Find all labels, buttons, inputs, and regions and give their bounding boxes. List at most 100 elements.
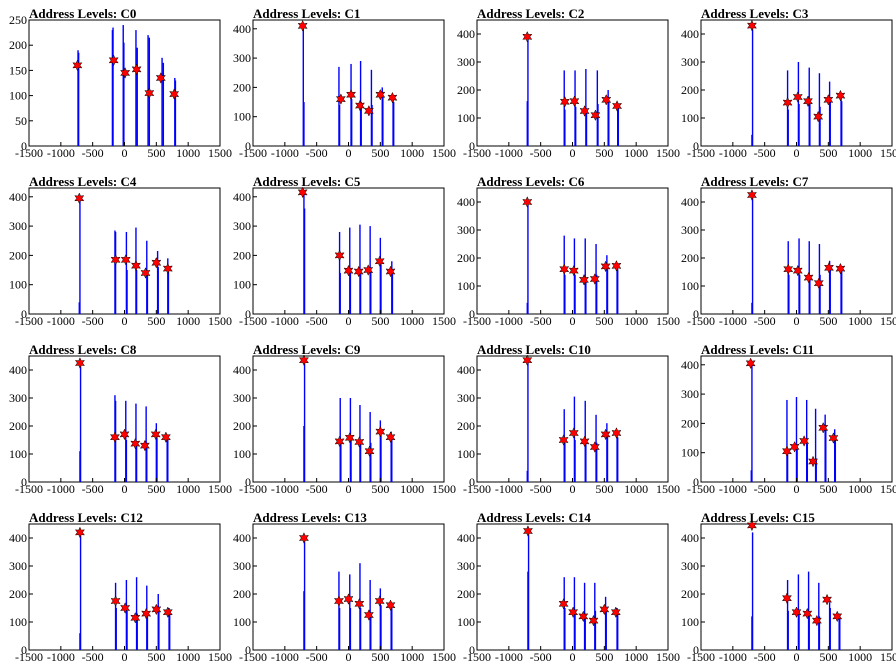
- x-tick-label: 0: [346, 650, 352, 664]
- x-tick-label: -1500: [15, 314, 43, 328]
- chart-title: Address Levels: C9: [253, 342, 361, 357]
- y-tick-label: 0: [469, 475, 475, 489]
- y-tick-label: 100: [457, 279, 475, 293]
- y-tick-label: 0: [245, 643, 251, 657]
- peak-marker: [141, 607, 152, 620]
- x-tick-label: -500: [306, 650, 328, 664]
- y-tick-label: 400: [233, 22, 251, 36]
- peak-marker: [782, 96, 793, 109]
- x-tick-label: -1000: [47, 482, 75, 496]
- y-tick-label: 200: [457, 83, 475, 97]
- peak-marker: [610, 606, 621, 619]
- peak-marker: [783, 263, 794, 276]
- plot-frame: [476, 523, 669, 651]
- peak-marker: [781, 445, 792, 458]
- peak-marker: [74, 192, 85, 205]
- y-tick-label: 200: [233, 80, 251, 94]
- y-tick-label: 150: [9, 63, 27, 77]
- peak-marker: [354, 99, 365, 112]
- chart-svg: 0 100 200 300 400 -1500 -1000 -500 0 500 1000 1500 A…: [9, 174, 232, 328]
- y-tick-label: 100: [681, 615, 699, 629]
- x-tick-label: -500: [530, 650, 552, 664]
- x-tick-label: 1500: [208, 146, 232, 160]
- y-tick-label: 300: [457, 55, 475, 69]
- x-tick-label: 500: [147, 650, 165, 664]
- x-tick-label: 1000: [176, 650, 200, 664]
- chart-title: Address Levels: C10: [477, 342, 591, 357]
- chart-title: Address Levels: C5: [253, 174, 361, 189]
- x-tick-label: -500: [754, 482, 776, 496]
- x-tick-label: 0: [122, 482, 128, 496]
- peak-marker: [363, 609, 374, 621]
- x-tick-label: 1500: [880, 146, 896, 160]
- x-tick-label: 1500: [656, 314, 680, 328]
- peak-marker: [792, 264, 803, 277]
- peak-marker: [745, 357, 756, 370]
- y-tick-label: 50: [15, 114, 27, 128]
- peak-marker: [599, 603, 610, 616]
- x-tick-label: 1000: [400, 314, 424, 328]
- chart-title: Address Levels: C3: [701, 6, 809, 21]
- peak-marker: [333, 595, 344, 607]
- x-tick-label: -1000: [47, 146, 75, 160]
- peak-marker: [346, 88, 357, 101]
- peak-marker: [353, 265, 364, 278]
- peak-marker: [835, 89, 846, 102]
- x-tick-label: -1500: [687, 482, 715, 496]
- y-tick-label: 0: [245, 307, 251, 321]
- chart-svg: 0 100 200 300 400 -1500 -1000 -500 0 500 1000 1500 A…: [9, 510, 232, 664]
- x-tick-label: -1500: [239, 650, 267, 664]
- x-tick-label: 500: [819, 314, 837, 328]
- plot-frame: [252, 19, 445, 147]
- chart-title: Address Levels: C1: [253, 6, 360, 21]
- x-tick-label: 500: [595, 146, 613, 160]
- x-tick-label: -1000: [495, 650, 523, 664]
- y-tick-label: 300: [457, 559, 475, 573]
- chart-svg: 0 100 200 300 400 -1500 -1000 -500 0 500 1000 1500 A…: [681, 174, 896, 328]
- y-tick-label: 400: [681, 195, 699, 209]
- y-tick-label: 0: [21, 139, 27, 153]
- x-tick-label: 1500: [432, 650, 456, 664]
- peak-marker: [522, 525, 533, 537]
- y-tick-label: 0: [469, 307, 475, 321]
- peak-marker: [746, 19, 757, 32]
- x-tick-label: -500: [754, 146, 776, 160]
- y-tick-label: 400: [233, 531, 251, 545]
- chart-svg: 0 100 200 300 400 -1500 -1000 -500 0 500 1000 1500 A…: [233, 6, 456, 160]
- chart-title: Address Levels: C13: [253, 510, 367, 525]
- y-tick-label: 300: [9, 391, 27, 405]
- x-tick-label: 1000: [848, 482, 872, 496]
- x-tick-label: -500: [306, 314, 328, 328]
- x-tick-label: -1500: [239, 146, 267, 160]
- x-tick-label: -1500: [463, 482, 491, 496]
- peak-marker: [160, 431, 171, 444]
- y-tick-label: 100: [9, 447, 27, 461]
- chart-panel-2: 0 100 200 300 400 -1500 -1000 -500 0 500 1000 1500 A…: [448, 0, 680, 168]
- peak-marker: [130, 259, 141, 272]
- peak-marker: [823, 93, 834, 106]
- chart-title: Address Levels: C7: [701, 174, 809, 189]
- y-tick-label: 200: [681, 587, 699, 601]
- peak-marker: [522, 354, 533, 367]
- chart-panel-5: 0 100 200 300 400 -1500 -1000 -500 0 500 1000 1500 A…: [224, 168, 456, 336]
- peak-marker: [140, 267, 151, 279]
- peak-marker: [344, 431, 355, 444]
- y-tick-label: 100: [457, 615, 475, 629]
- y-tick-label: 100: [233, 110, 251, 124]
- chart-svg: 0 100 200 300 400 -1500 -1000 -500 0 500 1000 1500 A…: [681, 6, 896, 160]
- peak-marker: [130, 437, 141, 450]
- peak-marker: [569, 95, 580, 108]
- y-tick-label: 100: [9, 89, 27, 103]
- peak-marker: [343, 264, 354, 277]
- y-tick-label: 200: [681, 251, 699, 265]
- y-tick-label: 400: [457, 363, 475, 377]
- peak-marker: [374, 255, 385, 268]
- y-tick-label: 200: [9, 419, 27, 433]
- x-tick-label: 500: [371, 482, 389, 496]
- chart-panel-3: 0 100 200 300 400 -1500 -1000 -500 0 500 1000 1500 A…: [672, 0, 896, 168]
- x-tick-label: 0: [122, 314, 128, 328]
- x-tick-label: 0: [346, 482, 352, 496]
- peak-marker: [169, 88, 180, 100]
- peak-marker: [109, 431, 120, 444]
- y-tick-label: 400: [457, 27, 475, 41]
